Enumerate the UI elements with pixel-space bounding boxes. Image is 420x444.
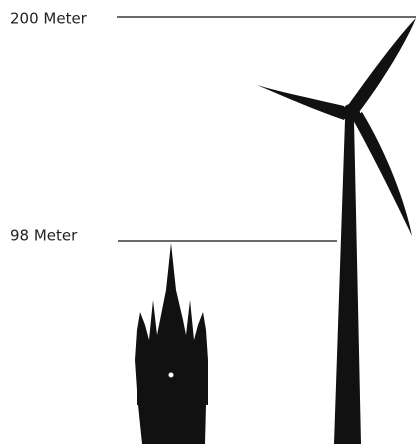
height-label: 200 Meter [10, 10, 88, 28]
tower-silhouette [135, 243, 208, 444]
wind-turbine [257, 18, 416, 444]
tower-body [137, 360, 208, 405]
height-label: 98 Meter [10, 227, 78, 245]
turbine-blade [257, 85, 344, 120]
turbine-hub [342, 104, 360, 122]
turbine-blade [346, 18, 416, 116]
turbine-tower [334, 120, 361, 444]
church-tower [135, 243, 208, 444]
tower-clock [168, 372, 174, 378]
turbine-blade [352, 112, 412, 236]
